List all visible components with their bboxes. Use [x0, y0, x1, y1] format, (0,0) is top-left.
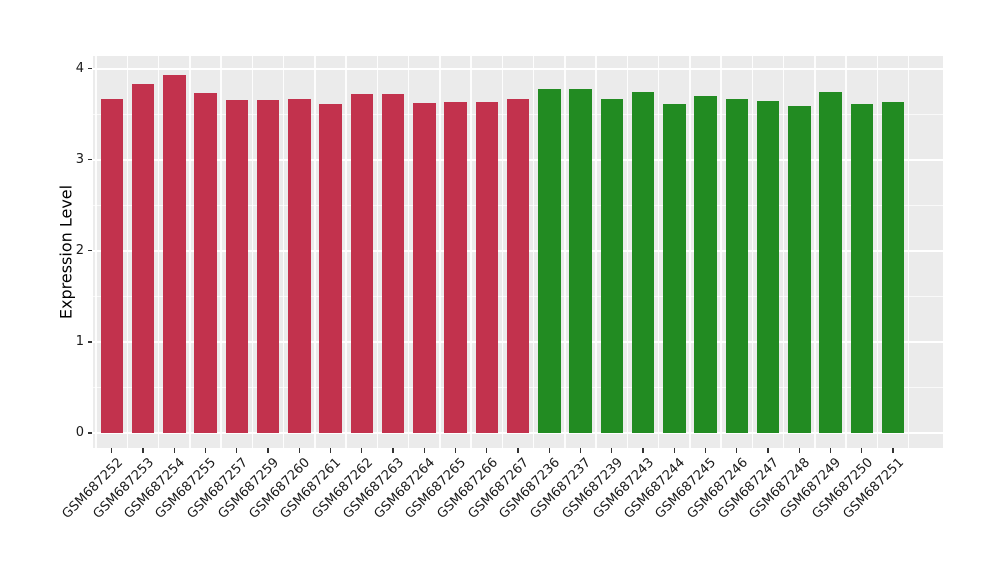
bar [694, 95, 717, 433]
bar [819, 92, 842, 433]
vertical-gridline [626, 56, 629, 448]
vertical-gridline [814, 56, 816, 448]
vertical-gridline [407, 56, 410, 448]
y-tick-label: 1 [75, 333, 84, 349]
bar [163, 74, 186, 433]
x-tick-mark [767, 448, 769, 453]
major-gridline [93, 431, 943, 434]
x-tick-mark [204, 448, 207, 453]
vertical-gridline [876, 56, 879, 448]
bar [506, 98, 530, 433]
bar [663, 104, 686, 433]
bar [256, 100, 280, 433]
vertical-gridline [532, 56, 535, 448]
vertical-gridline [439, 56, 441, 448]
bar [631, 92, 655, 433]
vertical-gridline [95, 56, 97, 448]
vertical-gridline [657, 56, 660, 448]
bar [225, 99, 248, 433]
bar [381, 94, 405, 433]
vertical-gridline [376, 56, 379, 448]
vertical-gridline [720, 56, 722, 448]
vertical-gridline [220, 56, 222, 448]
x-tick-mark [236, 448, 238, 453]
x-tick-mark [798, 448, 800, 453]
vertical-gridline [782, 56, 785, 448]
vertical-gridline [157, 56, 160, 448]
x-tick-mark [736, 448, 738, 453]
y-tick-label: 2 [75, 242, 84, 258]
major-gridline [93, 67, 943, 70]
bar [194, 93, 217, 433]
bar [600, 98, 623, 433]
x-tick-mark [861, 448, 863, 453]
bar [850, 104, 873, 433]
x-tick-mark [673, 448, 675, 453]
bar [413, 103, 436, 433]
bar [444, 102, 467, 433]
x-tick-mark [392, 448, 394, 453]
bar [350, 94, 373, 433]
x-tick-mark [579, 448, 582, 453]
y-tick-label: 3 [75, 151, 84, 167]
x-tick-mark [704, 448, 707, 453]
vertical-gridline [564, 56, 566, 448]
y-tick-mark [88, 159, 92, 161]
bar [756, 101, 780, 433]
x-tick-mark [361, 448, 363, 453]
y-tick-mark [88, 432, 92, 434]
bar [569, 88, 592, 433]
bar [538, 88, 561, 433]
x-tick-mark [829, 448, 832, 453]
bar [100, 98, 123, 433]
vertical-gridline [282, 56, 285, 448]
y-tick-label: 4 [75, 60, 84, 76]
x-tick-mark [548, 448, 550, 453]
y-tick-mark [88, 250, 92, 252]
x-tick-mark [486, 448, 488, 453]
vertical-gridline [595, 56, 597, 448]
x-tick-mark [517, 448, 519, 453]
bar [725, 98, 748, 433]
x-tick-mark [611, 448, 613, 453]
vertical-gridline [470, 56, 472, 448]
vertical-gridline [251, 56, 254, 448]
x-tick-mark [329, 448, 332, 453]
bar [131, 84, 155, 433]
x-tick-mark [642, 448, 644, 453]
x-tick-mark [454, 448, 457, 453]
x-tick-mark [298, 448, 300, 453]
x-tick-mark [423, 448, 425, 453]
x-tick-mark [173, 448, 175, 453]
vertical-gridline [907, 56, 910, 448]
vertical-gridline [126, 56, 129, 448]
x-tick-mark [111, 448, 113, 453]
vertical-gridline [314, 56, 316, 448]
x-tick-mark [142, 448, 144, 453]
x-tick-mark [892, 448, 894, 453]
vertical-gridline [689, 56, 691, 448]
vertical-gridline [189, 56, 191, 448]
y-tick-label: 0 [75, 424, 84, 440]
vertical-gridline [345, 56, 347, 448]
plot-area [93, 56, 943, 448]
bar [881, 102, 905, 433]
y-tick-mark [88, 341, 92, 343]
y-tick-mark [88, 67, 92, 70]
vertical-gridline [501, 56, 504, 448]
bar [288, 98, 311, 433]
bar [788, 105, 811, 433]
vertical-gridline [845, 56, 847, 448]
bar [475, 102, 498, 433]
bar [319, 104, 342, 433]
vertical-gridline [751, 56, 754, 448]
x-tick-mark [267, 448, 269, 453]
